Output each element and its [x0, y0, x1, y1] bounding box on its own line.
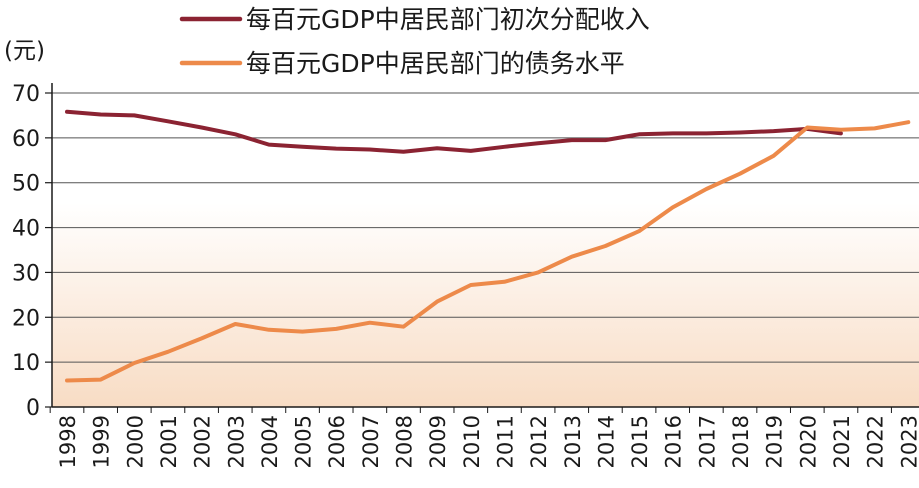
- y-axis-ticks: 0 10 20 30 40 50 60 70: [12, 82, 52, 421]
- series-line-0: [65, 109, 843, 154]
- plot-background: [52, 93, 919, 407]
- axes: [51, 83, 919, 408]
- x-tick-label-2011: 2011: [493, 415, 517, 468]
- x-tick-label-2004: 2004: [258, 415, 282, 468]
- series-lines: [65, 109, 911, 383]
- x-tick-label-2005: 2005: [292, 415, 316, 468]
- legend-label-debt: 每百元GDP中居民部门的债务水平: [246, 49, 625, 78]
- x-tick-label-2013: 2013: [561, 415, 585, 468]
- y-tick-label-40: 40: [12, 217, 40, 242]
- x-tick-label-1998: 1998: [56, 415, 80, 468]
- y-tick-label-70: 70: [12, 82, 40, 107]
- gridlines: [52, 92, 919, 363]
- x-tick-label-2021: 2021: [830, 415, 854, 468]
- series-line-1: [65, 120, 911, 383]
- y-axis-unit-label: (元): [4, 38, 45, 64]
- x-tick-label-2022: 2022: [864, 415, 888, 468]
- y-tick-label-20: 20: [12, 306, 40, 331]
- x-tick-label-2007: 2007: [359, 415, 383, 468]
- y-tick-label-0: 0: [26, 396, 40, 421]
- x-tick-label-2014: 2014: [594, 415, 618, 468]
- y-tick-label-10: 10: [12, 351, 40, 376]
- x-tick-label-2009: 2009: [426, 415, 450, 468]
- x-tick-label-2010: 2010: [460, 415, 484, 468]
- x-tick-label-2002: 2002: [191, 415, 215, 468]
- x-tick-label-2016: 2016: [662, 415, 686, 468]
- x-tick-label-2017: 2017: [695, 415, 719, 468]
- legend: 每百元GDP中居民部门初次分配收入 每百元GDP中居民部门的债务水平: [179, 5, 650, 78]
- x-tick-label-2012: 2012: [527, 415, 551, 468]
- legend-label-income: 每百元GDP中居民部门初次分配收入: [246, 5, 650, 34]
- x-tick-label-2001: 2001: [157, 415, 181, 468]
- y-tick-label-50: 50: [12, 172, 40, 197]
- x-tick-label-2023: 2023: [897, 415, 919, 468]
- x-tick-label-2018: 2018: [729, 415, 753, 468]
- y-tick-label-60: 60: [12, 127, 40, 152]
- x-tick-label-2006: 2006: [325, 415, 349, 468]
- x-tick-label-2000: 2000: [123, 415, 147, 468]
- x-tick-label-2019: 2019: [763, 415, 787, 468]
- y-tick-label-30: 30: [12, 261, 40, 286]
- x-tick-label-2020: 2020: [796, 415, 820, 468]
- x-tick-label-2015: 2015: [628, 415, 652, 468]
- x-tick-label-1999: 1999: [90, 415, 114, 468]
- x-tick-label-2003: 2003: [224, 415, 248, 468]
- x-axis-ticks: 1998 1999 2000 2001 2002 2003 2004 2005 2006 2007…: [49, 407, 919, 468]
- x-tick-label-2008: 2008: [393, 415, 417, 468]
